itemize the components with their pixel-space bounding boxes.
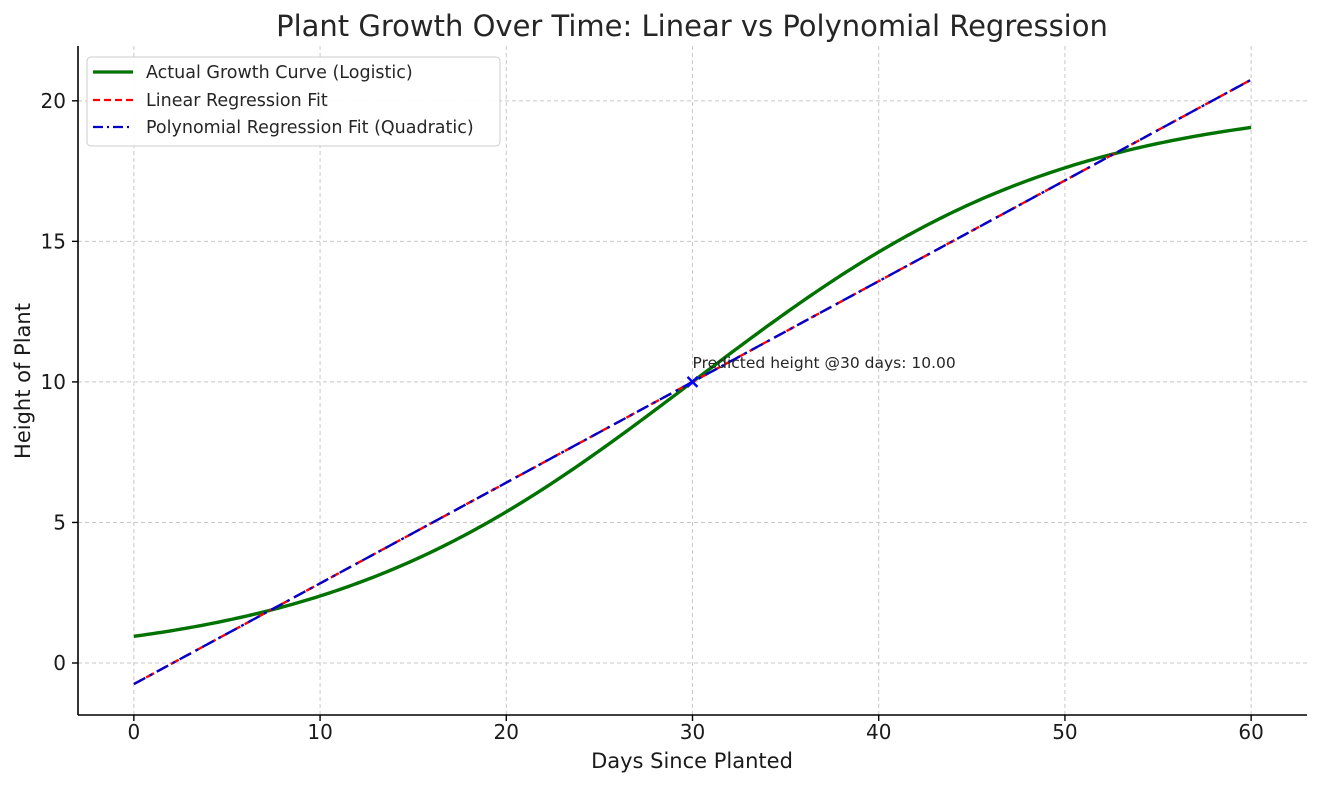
- y-tick-label: 20: [41, 89, 66, 113]
- chart-title: Plant Growth Over Time: Linear vs Polyno…: [276, 9, 1108, 43]
- x-tick-label: 30: [680, 720, 705, 744]
- y-axis-label: Height of Plant: [11, 303, 35, 459]
- prediction-marker: [686, 376, 699, 388]
- legend-frame: [86, 56, 501, 147]
- y-tick-label: 5: [53, 510, 66, 534]
- legend-label-logistic: Actual Growth Curve (Logistic): [146, 63, 413, 83]
- y-tick-label: 0: [53, 651, 66, 675]
- legend-label-polynomial: Polynomial Regression Fit (Quadratic): [146, 118, 474, 138]
- x-tick-label: 50: [1052, 720, 1077, 744]
- tick-marks: 0 10 20 30 40 50 60 0 5 10 15 20: [41, 89, 1264, 744]
- x-tick-label: 40: [866, 720, 891, 744]
- x-tick-label: 20: [494, 720, 519, 744]
- y-tick-label: 15: [41, 229, 66, 253]
- prediction-annotation: Predicted height @30 days: 10.00: [693, 354, 956, 372]
- y-tick-label: 10: [41, 370, 66, 394]
- x-tick-label: 60: [1238, 720, 1263, 744]
- legend: Actual Growth Curve (Logistic) Linear Re…: [86, 56, 501, 147]
- annotation-group: Predicted height @30 days: 10.00: [686, 354, 956, 388]
- legend-label-linear: Linear Regression Fit: [146, 91, 328, 111]
- x-tick-label: 0: [127, 720, 140, 744]
- x-tick-label: 10: [307, 720, 332, 744]
- x-axis-label: Days Since Planted: [591, 749, 793, 773]
- grid-lines: [78, 46, 1307, 715]
